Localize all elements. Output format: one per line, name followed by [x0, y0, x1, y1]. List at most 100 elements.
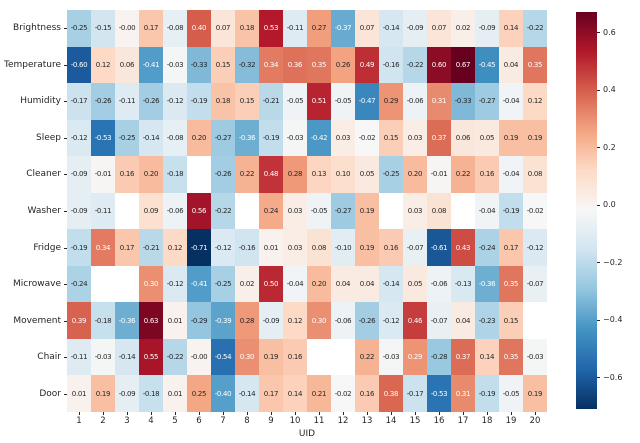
heatmap-cell: 0.19	[91, 375, 115, 412]
y-axis-tick	[64, 138, 67, 139]
col-label: 4	[148, 416, 154, 426]
heatmap-cell: 0.04	[499, 46, 523, 84]
y-axis-tick	[64, 321, 67, 322]
heatmap-cell: 0.05	[475, 119, 499, 157]
heatmap-cell: 0.34	[91, 229, 115, 266]
heatmap-cell: 0.13	[307, 156, 331, 193]
heatmap-cell: -0.09	[259, 302, 283, 339]
heatmap-cell: 0.01	[163, 375, 187, 412]
heatmap-cell: 0.03	[403, 192, 427, 230]
row-label: Movement	[13, 315, 61, 326]
col-label: 12	[337, 416, 349, 426]
heatmap-cell: 0.43	[451, 229, 475, 266]
heatmap-cell: 0.35	[499, 265, 523, 303]
heatmap-cell: 0.03	[403, 119, 427, 157]
heatmap-cell: 0.03	[331, 119, 355, 157]
heatmap-cell: 0.05	[355, 156, 379, 193]
row-label: Washer	[27, 206, 61, 216]
heatmap-cell: -0.27	[475, 83, 499, 120]
heatmap-cell: -0.19	[187, 83, 211, 120]
heatmap-cell: -0.36	[235, 119, 259, 157]
heatmap-cell: 0.35	[523, 46, 547, 84]
x-axis-title: UID	[298, 429, 316, 439]
heatmap-cell: -0.06	[403, 83, 427, 120]
heatmap-cell: -0.09	[67, 156, 91, 193]
heatmap-cell	[91, 265, 115, 303]
x-axis-tick	[487, 412, 488, 415]
heatmap-cell: -0.12	[523, 229, 547, 266]
heatmap-cell: 0.29	[403, 338, 427, 376]
heatmap-cell: -0.19	[475, 375, 499, 412]
heatmap-cell: 0.16	[115, 156, 139, 193]
heatmap-cell: 0.38	[379, 375, 403, 412]
heatmap-cell: 0.27	[307, 10, 331, 47]
heatmap-cell: -0.14	[235, 375, 259, 412]
heatmap-cell: -0.16	[235, 229, 259, 266]
x-axis-tick	[415, 412, 416, 415]
heatmap-cell: -0.25	[67, 10, 91, 47]
heatmap-cell: 0.03	[283, 192, 307, 230]
heatmap-cell: 0.14	[283, 375, 307, 412]
colorbar-tick-label: 0.6	[603, 27, 616, 37]
x-axis-tick	[295, 412, 296, 415]
heatmap-cell: -0.24	[67, 265, 91, 303]
x-axis-tick	[463, 412, 464, 415]
heatmap-cell: -0.07	[523, 265, 547, 303]
heatmap-cell: -0.27	[331, 192, 355, 230]
y-axis-tick	[64, 248, 67, 249]
heatmap-cell: -0.06	[331, 302, 355, 339]
heatmap-cell: -0.09	[67, 192, 91, 230]
heatmap-cell: -0.02	[331, 375, 355, 412]
heatmap-cell: 0.63	[139, 302, 163, 339]
heatmap-cell: -0.18	[139, 375, 163, 412]
col-label: 18	[481, 416, 493, 426]
y-axis-tick	[64, 211, 67, 212]
heatmap-cell: -0.04	[499, 156, 523, 193]
row-label: Cleaner	[26, 169, 61, 180]
heatmap-cell: -0.15	[91, 10, 115, 47]
heatmap-cell: 0.22	[355, 338, 379, 376]
heatmap-cell: 0.04	[331, 265, 355, 303]
heatmap-cell	[307, 338, 331, 376]
heatmap-cell: 0.15	[379, 119, 403, 157]
heatmap-cell: -0.22	[211, 192, 235, 230]
heatmap-cell: 0.30	[307, 302, 331, 339]
heatmap-cell: 0.06	[115, 46, 139, 84]
heatmap-cell: 0.20	[307, 265, 331, 303]
col-label: 1	[76, 416, 82, 426]
heatmap-cell: -0.24	[475, 229, 499, 266]
heatmap-cell: -0.00	[115, 10, 139, 47]
heatmap-cell: -0.32	[235, 46, 259, 84]
col-label: 3	[124, 416, 130, 426]
heatmap-cell: 0.03	[283, 229, 307, 266]
heatmap-cell: -0.60	[67, 46, 91, 84]
colorbar-tick	[597, 320, 600, 321]
col-label: 20	[529, 416, 541, 426]
heatmap-cell: -0.11	[91, 192, 115, 230]
heatmap-cell: 0.34	[259, 46, 283, 84]
x-axis-tick	[367, 412, 368, 415]
col-label: 11	[313, 416, 325, 426]
heatmap-cell: 0.31	[427, 83, 451, 120]
heatmap-cell	[235, 192, 259, 230]
colorbar-tick	[597, 90, 600, 91]
heatmap-cell: 0.12	[523, 83, 547, 120]
heatmap-cell: -0.26	[91, 83, 115, 120]
colorbar-tick	[597, 32, 600, 33]
heatmap-cell: 0.60	[427, 46, 451, 84]
heatmap-cell: -0.03	[163, 46, 187, 84]
x-axis-tick	[103, 412, 104, 415]
heatmap-cell: 0.01	[259, 229, 283, 266]
row-label: Humidity	[20, 96, 61, 107]
heatmap-cell: -0.41	[139, 46, 163, 84]
heatmap-cell: -0.09	[475, 10, 499, 47]
heatmap-cell: 0.55	[139, 338, 163, 376]
heatmap-cell: 0.48	[259, 156, 283, 193]
colorbar-tick	[597, 262, 600, 263]
x-axis-tick	[319, 412, 320, 415]
heatmap-cell: -0.33	[451, 83, 475, 120]
heatmap-cell: -0.03	[283, 119, 307, 157]
col-label: 2	[100, 416, 106, 426]
heatmap-cell: 0.30	[139, 265, 163, 303]
heatmap-cell: 0.29	[379, 83, 403, 120]
